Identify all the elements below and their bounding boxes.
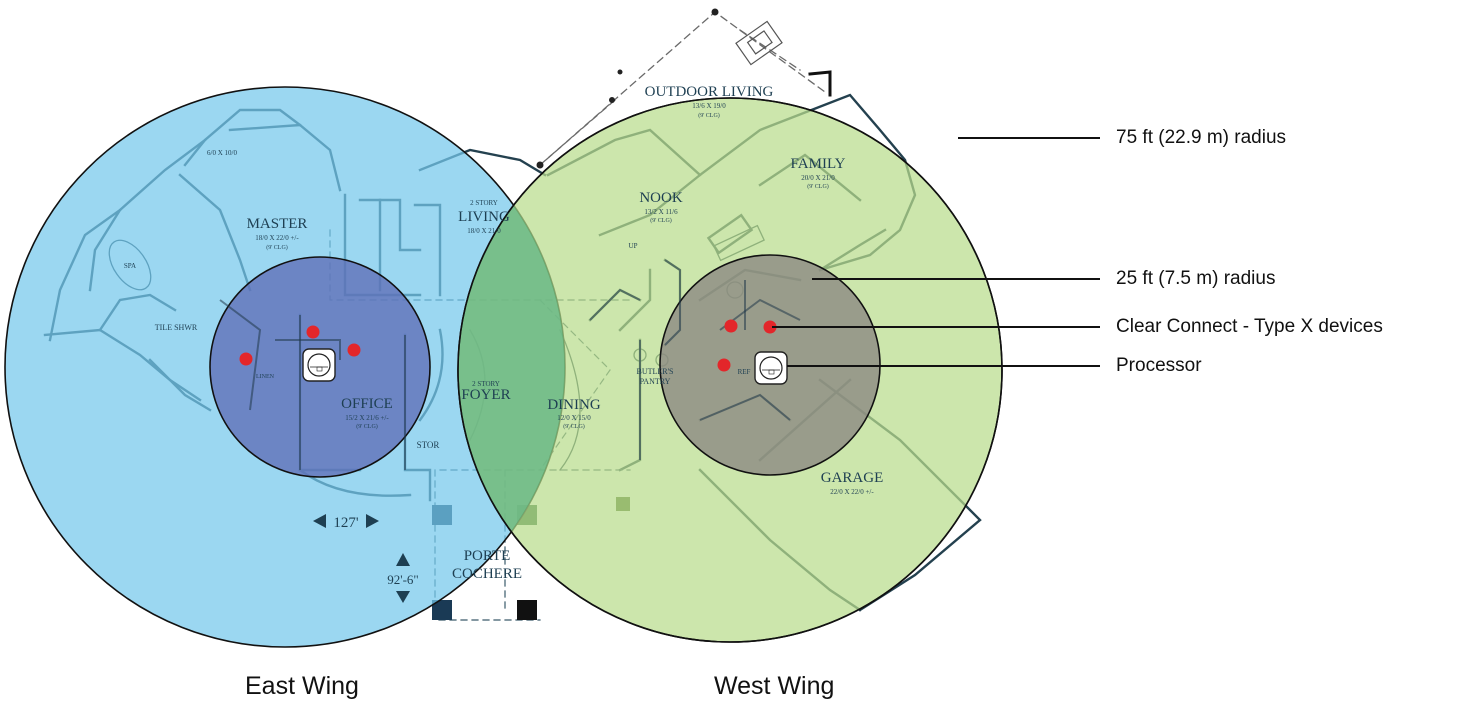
svg-text:18/0 X 21/0: 18/0 X 21/0: [467, 227, 501, 235]
svg-text:6/0 X 10/0: 6/0 X 10/0: [207, 149, 237, 157]
room-foyer: FOYER: [461, 387, 510, 403]
svg-text:92'-6": 92'-6": [387, 572, 418, 587]
svg-text:PANTRY: PANTRY: [640, 377, 671, 386]
room-dining: DINING: [547, 397, 600, 413]
device-dot: [724, 319, 738, 333]
svg-text:(9' CLG): (9' CLG): [563, 423, 585, 430]
svg-text:15/2 X 21/6 +/-: 15/2 X 21/6 +/-: [345, 414, 389, 422]
svg-text:TILE SHWR: TILE SHWR: [155, 323, 198, 332]
room-cochere: COCHERE: [452, 566, 522, 582]
legend-75ft-radius: 75 ft (22.9 m) radius: [1116, 127, 1287, 148]
leader-lines: [772, 137, 1100, 367]
svg-text:22/0 X 22/0 +/-: 22/0 X 22/0 +/-: [830, 488, 874, 496]
svg-text:LINEN: LINEN: [256, 374, 275, 380]
svg-text:SPA: SPA: [124, 262, 136, 270]
width-dimension: 127': [313, 514, 379, 531]
svg-text:(9' CLG): (9' CLG): [266, 244, 288, 251]
legend-clear-connect-devices: Clear Connect - Type X devices: [1116, 316, 1383, 337]
legend-processor: Processor: [1116, 355, 1202, 376]
device-dot: [763, 320, 777, 334]
room-nook: NOOK: [639, 190, 682, 206]
room-living: LIVING: [458, 209, 510, 225]
svg-text:2 STORY: 2 STORY: [470, 199, 498, 207]
room-labels: OUTDOOR LIVING 13/6 X 19/0 (9' CLG) FAMI…: [124, 84, 883, 582]
west-wing-label: West Wing: [714, 672, 835, 700]
devices: [239, 319, 777, 372]
svg-text:20/0 X 21/0: 20/0 X 21/0: [801, 174, 835, 182]
room-family: FAMILY: [791, 156, 846, 172]
device-dot: [306, 325, 320, 339]
room-stor: STOR: [417, 440, 440, 450]
fireplace: [735, 20, 783, 66]
device-dot: [347, 343, 361, 357]
processor-icon: [754, 351, 788, 385]
svg-text:13/2 X 11/6: 13/2 X 11/6: [644, 208, 678, 216]
svg-text:REF: REF: [738, 368, 751, 376]
device-dot: [239, 352, 253, 366]
svg-text:127': 127': [333, 515, 359, 531]
legend-25ft-radius: 25 ft (7.5 m) radius: [1116, 268, 1276, 289]
room-office: OFFICE: [341, 396, 393, 412]
svg-text:(9' CLG): (9' CLG): [698, 112, 720, 119]
depth-dimension: 92'-6": [387, 553, 419, 603]
west-large-coverage-edge: [457, 97, 1003, 643]
processor-icon: [302, 348, 336, 382]
svg-text:(9' CLG): (9' CLG): [650, 217, 672, 224]
east-wing-label: East Wing: [245, 672, 359, 700]
svg-text:UP: UP: [629, 242, 638, 250]
room-outdoor-living: OUTDOOR LIVING: [645, 84, 774, 100]
device-dot: [717, 358, 731, 372]
svg-text:BUTLER'S: BUTLER'S: [637, 367, 674, 376]
svg-text:18/0 X 22/0 +/-: 18/0 X 22/0 +/-: [255, 234, 299, 242]
svg-text:(9' CLG): (9' CLG): [807, 183, 829, 190]
room-garage: GARAGE: [821, 470, 884, 486]
outdoor-wall: [808, 70, 832, 97]
svg-text:12/0 X 15/0: 12/0 X 15/0: [557, 414, 591, 422]
svg-text:13/6 X 19/0: 13/6 X 19/0: [692, 102, 726, 110]
room-porte: PORTE: [464, 548, 511, 564]
outdoor-posts: [536, 8, 719, 169]
svg-text:2 STORY: 2 STORY: [472, 380, 500, 388]
room-master: MASTER: [247, 216, 308, 232]
svg-text:(9' CLG): (9' CLG): [356, 423, 378, 430]
